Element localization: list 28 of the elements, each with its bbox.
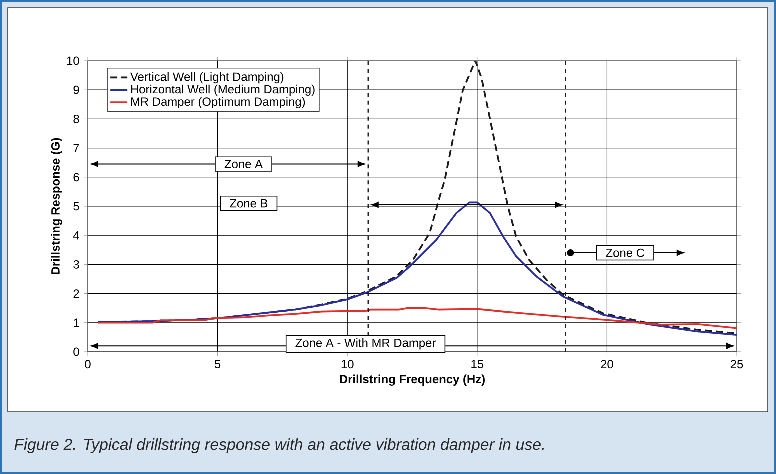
y-tick-label: 7 xyxy=(74,144,80,152)
x-tick-label: 20 xyxy=(601,360,614,369)
y-axis-title: Drillstring Response (G) xyxy=(51,138,62,274)
caption: Figure 2. Typical drillstring response with an active vibration damper in use. xyxy=(14,438,544,454)
annotation: Zone C xyxy=(606,248,645,258)
y-tick-label: 6 xyxy=(74,173,80,182)
x-tick-label: 5 xyxy=(214,360,221,369)
annotation: Zone A - With MR Damper xyxy=(296,338,436,350)
y-tick-label: 8 xyxy=(74,114,80,124)
y-tick-label: 2 xyxy=(74,290,80,298)
y-tick-label: 1 xyxy=(74,318,80,327)
y-tick-label: 0 xyxy=(74,348,80,356)
y-tick-label: 9 xyxy=(74,86,80,94)
legend-label: Horizontal Well (Medium Damping) xyxy=(131,84,315,96)
y-tick-label: 3 xyxy=(74,260,80,269)
x-tick-label: 0 xyxy=(85,360,91,369)
legend-label: MR Damper (Optimum Damping) xyxy=(131,97,306,108)
x-tick-label: 25 xyxy=(730,360,744,369)
x-tick-label: 10 xyxy=(342,360,354,369)
annotation: Zone A xyxy=(224,160,264,168)
legend-label: Vertical Well (Light Damping) xyxy=(130,72,284,84)
y-tick-label: 4 xyxy=(73,231,80,240)
annotation: Zone B xyxy=(230,199,268,208)
y-tick-label: 10 xyxy=(67,56,80,66)
x-axis-title: Drillstring Frequency (Hz) xyxy=(340,374,485,386)
line-series xyxy=(97,307,738,330)
x-tick-label: 15 xyxy=(472,360,484,369)
y-tick-label: 5 xyxy=(74,202,80,211)
